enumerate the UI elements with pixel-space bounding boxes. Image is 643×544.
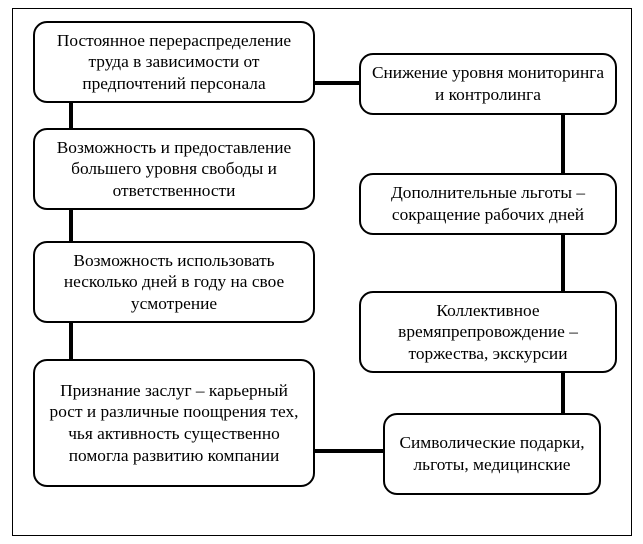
node-R3: Коллективное времяпрепровождение – торже… [359, 291, 617, 373]
node-L1: Постоянное перераспределение труда в зав… [33, 21, 315, 103]
node-L2: Возможность и предоставление большего ур… [33, 128, 315, 210]
node-label: Признание заслуг – карьерный рост и разл… [45, 380, 303, 467]
node-R4: Символические подарки, льготы, медицинск… [383, 413, 601, 495]
connector-R1-R2 [561, 115, 565, 173]
node-label: Снижение уровня мониторинга и контролинг… [371, 62, 605, 105]
connector-L4-R4 [315, 449, 383, 453]
node-R1: Снижение уровня мониторинга и контролинг… [359, 53, 617, 115]
connector-R2-R3 [561, 235, 565, 291]
connector-L1-L2 [69, 103, 73, 128]
node-L3: Возможность использовать несколько дней … [33, 241, 315, 323]
connector-R3-R4 [561, 373, 565, 413]
node-label: Коллективное времяпрепровождение – торже… [371, 300, 605, 365]
node-label: Возможность использовать несколько дней … [45, 250, 303, 315]
node-L4: Признание заслуг – карьерный рост и разл… [33, 359, 315, 487]
node-R2: Дополнительные льготы – сокращение рабоч… [359, 173, 617, 235]
diagram-frame: Постоянное перераспределение труда в зав… [12, 8, 632, 536]
node-label: Символические подарки, льготы, медицинск… [395, 432, 589, 475]
connector-L2-L3 [69, 210, 73, 241]
node-label: Постоянное перераспределение труда в зав… [45, 30, 303, 95]
node-label: Возможность и предоставление большего ур… [45, 137, 303, 202]
node-label: Дополнительные льготы – сокращение рабоч… [371, 182, 605, 225]
connector-L3-L4 [69, 323, 73, 359]
connector-L1-R1 [315, 81, 359, 85]
